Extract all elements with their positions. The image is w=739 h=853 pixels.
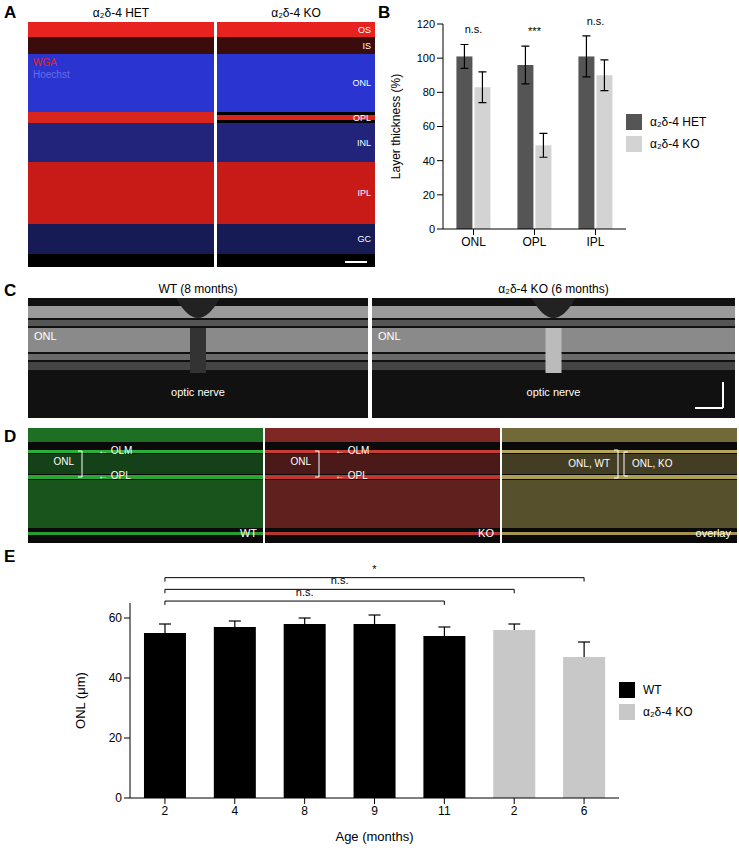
svg-text:ONL (μm): ONL (μm)	[73, 672, 88, 729]
svg-text:80: 80	[423, 86, 435, 98]
svg-text:OPL: OPL	[522, 235, 546, 249]
svg-text:optic nerve: optic nerve	[527, 386, 581, 398]
svg-text:overlay: overlay	[696, 527, 732, 539]
svg-text:Hoechst: Hoechst	[33, 69, 70, 80]
svg-text:120: 120	[417, 18, 435, 30]
svg-text:optic nerve: optic nerve	[171, 386, 225, 398]
svg-text:A: A	[4, 3, 16, 22]
svg-text:11: 11	[438, 804, 451, 818]
svg-text:D: D	[4, 427, 16, 446]
svg-text:*: *	[372, 563, 377, 575]
svg-text:ONL: ONL	[290, 456, 311, 467]
svg-text:GC: GC	[358, 234, 372, 244]
svg-text:α₂δ-4 KO (6 months): α₂δ-4 KO (6 months)	[498, 282, 608, 296]
svg-text:100: 100	[417, 52, 435, 64]
svg-text:INL: INL	[357, 138, 371, 148]
svg-text:ONL, WT: ONL, WT	[568, 458, 610, 469]
svg-text:60: 60	[423, 120, 435, 132]
svg-text:← OPL: ← OPL	[98, 470, 131, 481]
svg-text:WT (8 months): WT (8 months)	[158, 282, 237, 296]
svg-text:ONL: ONL	[378, 330, 401, 342]
svg-text:IPL: IPL	[586, 235, 604, 249]
svg-text:KO: KO	[478, 527, 494, 539]
svg-text:9: 9	[371, 804, 378, 818]
svg-text:6: 6	[581, 804, 588, 818]
svg-text:ONL, KO: ONL, KO	[632, 458, 673, 469]
svg-text:0: 0	[429, 223, 435, 235]
svg-text:n.s.: n.s.	[465, 23, 483, 35]
svg-text:Layer thickness (%): Layer thickness (%)	[389, 74, 403, 179]
html-text:α₂δ-4 KO: α₂δ-4 KO	[650, 137, 700, 151]
svg-text:Age (months): Age (months)	[335, 829, 413, 844]
html-text:WT: WT	[643, 682, 662, 697]
svg-text:***: ***	[528, 25, 542, 37]
svg-text:n.s.: n.s.	[587, 15, 605, 27]
svg-text:ONL: ONL	[461, 235, 486, 249]
svg-text:OS: OS	[358, 25, 371, 35]
svg-text:← OLM: ← OLM	[98, 445, 132, 456]
svg-text:20: 20	[423, 189, 435, 201]
svg-text:α₂δ-4 HET: α₂δ-4 HET	[93, 6, 150, 20]
svg-text:20: 20	[109, 731, 123, 745]
svg-text:ONL: ONL	[34, 330, 57, 342]
svg-text:WT: WT	[240, 527, 257, 539]
svg-text:4: 4	[231, 804, 238, 818]
svg-text:WGA: WGA	[33, 57, 57, 68]
svg-text:← OLM: ← OLM	[335, 445, 369, 456]
svg-text:α₂δ-4 KO: α₂δ-4 KO	[271, 6, 321, 20]
svg-text:← OPL: ← OPL	[335, 470, 368, 481]
svg-text:2: 2	[511, 804, 518, 818]
svg-text:8: 8	[301, 804, 308, 818]
svg-text:IPL: IPL	[357, 188, 371, 198]
svg-text:B: B	[378, 3, 390, 22]
svg-text:n.s.: n.s.	[331, 574, 349, 586]
svg-text:2: 2	[162, 804, 169, 818]
svg-text:IS: IS	[362, 41, 371, 51]
svg-text:ONL: ONL	[53, 456, 74, 467]
svg-text:n.s.: n.s.	[296, 586, 314, 598]
svg-text:40: 40	[423, 155, 435, 167]
svg-text:C: C	[4, 281, 16, 300]
svg-text:E: E	[4, 547, 15, 566]
svg-text:0: 0	[115, 791, 122, 805]
svg-text:40: 40	[109, 671, 123, 685]
svg-text:ONL: ONL	[352, 78, 371, 88]
svg-text:OPL: OPL	[353, 113, 371, 123]
svg-text:60: 60	[109, 611, 123, 625]
html-text:α₂δ-4 KO: α₂δ-4 KO	[643, 704, 693, 719]
html-text:α₂δ-4 HET: α₂δ-4 HET	[650, 115, 707, 129]
